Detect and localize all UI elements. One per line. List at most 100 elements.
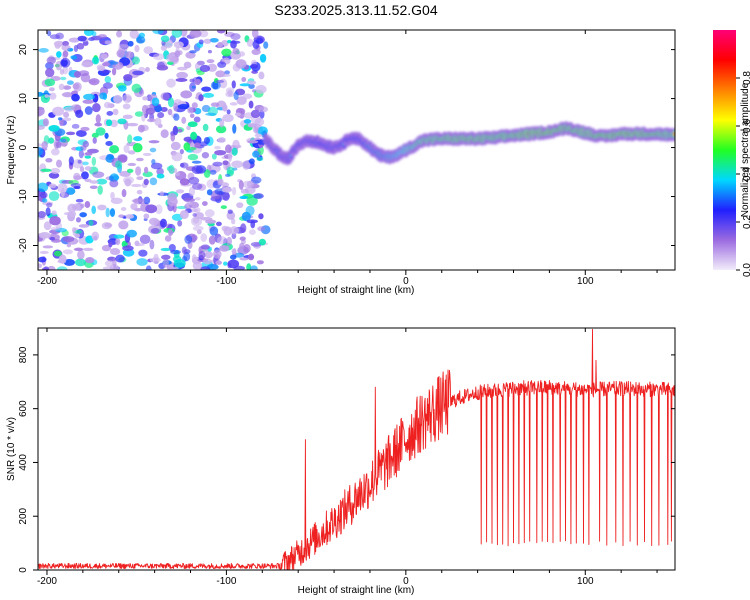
noise-blob	[127, 134, 133, 144]
noise-blob	[212, 161, 223, 167]
noise-blob	[122, 114, 133, 120]
colorbar-scale	[713, 30, 736, 270]
noise-blob	[113, 234, 125, 239]
noise-blob	[50, 167, 61, 175]
noise-blob	[164, 235, 172, 242]
noise-blob	[232, 47, 240, 55]
noise-blob	[132, 143, 143, 153]
noise-blob	[105, 140, 113, 147]
noise-blob	[224, 70, 230, 75]
noise-blob	[84, 166, 92, 171]
noise-blob	[123, 74, 133, 82]
noise-blob	[234, 252, 245, 258]
noise-blob	[88, 219, 94, 226]
noise-blob	[224, 144, 232, 154]
noise-blob	[75, 109, 84, 119]
noise-blob	[189, 113, 195, 119]
noise-blob	[173, 102, 178, 112]
noise-blob	[38, 125, 45, 130]
noise-blob	[101, 53, 108, 60]
noise-blob	[123, 176, 135, 184]
noise-blob	[167, 228, 174, 237]
noise-blob	[38, 48, 49, 53]
noise-blob	[109, 208, 116, 217]
noise-blob	[209, 169, 217, 175]
noise-blob	[62, 235, 75, 243]
noise-blob	[198, 39, 204, 45]
noise-blob	[117, 118, 127, 125]
noise-blob	[122, 103, 131, 110]
noise-blob	[192, 216, 200, 224]
colorbar-tick-label: 0.0	[742, 263, 750, 277]
noise-blob	[222, 191, 230, 202]
noise-blob	[89, 185, 98, 189]
noise-blob	[221, 187, 233, 193]
noise-blob	[217, 61, 227, 68]
noise-blob	[78, 149, 84, 159]
noise-blob	[85, 257, 95, 264]
noise-blob	[167, 108, 173, 116]
noise-blob	[116, 30, 123, 38]
noise-blob	[47, 265, 56, 270]
noise-blob	[246, 219, 258, 224]
y-tick-label: 0	[18, 144, 29, 150]
noise-blob	[198, 94, 204, 102]
noise-blob	[221, 48, 232, 57]
noise-blob	[39, 250, 49, 254]
noise-blob	[137, 124, 145, 133]
noise-blob	[256, 156, 264, 162]
noise-blob	[192, 254, 197, 262]
noise-blob	[41, 141, 48, 150]
noise-blob	[180, 162, 189, 169]
noise-blob	[116, 49, 126, 58]
x-tick-label: 0	[403, 276, 409, 287]
noise-blob	[201, 151, 210, 159]
noise-blob	[160, 92, 170, 101]
noise-blob	[92, 102, 101, 113]
noise-blob	[151, 159, 156, 165]
noise-blob	[130, 203, 138, 211]
x-tick-label: -200	[37, 576, 57, 587]
noise-blob	[121, 189, 127, 198]
noise-blob	[38, 182, 49, 193]
noise-blob	[95, 127, 106, 136]
noise-blob	[134, 243, 145, 247]
noise-blob	[131, 56, 140, 65]
noise-blob	[48, 183, 57, 189]
noise-blob	[109, 179, 119, 188]
noise-blob	[83, 93, 96, 100]
noise-blob	[38, 256, 47, 263]
noise-blob	[205, 112, 217, 116]
noise-blob	[147, 118, 156, 123]
noise-blob	[77, 35, 87, 42]
snr-frame	[37, 327, 676, 571]
snr-y-ticks: 0 200 400 600 800	[18, 346, 675, 573]
noise-blob	[102, 82, 113, 89]
noise-blob	[79, 166, 85, 173]
noise-blob	[242, 93, 253, 100]
noise-blob	[251, 48, 261, 56]
noise-blob	[189, 50, 197, 54]
noise-blob	[38, 146, 44, 156]
noise-blob	[49, 92, 57, 100]
noise-blob	[62, 85, 72, 90]
noise-blob	[246, 38, 254, 47]
noise-blob	[92, 137, 97, 144]
noise-blob	[149, 239, 155, 250]
noise-blob	[160, 35, 170, 43]
noise-blob	[63, 259, 76, 266]
noise-blob	[241, 77, 247, 82]
noise-blob	[62, 117, 72, 122]
noise-blob	[82, 247, 94, 252]
snr-y-axis-label: SNR (10 * v/v)	[6, 417, 17, 481]
noise-blob	[83, 30, 94, 37]
noise-blob	[180, 90, 193, 99]
noise-blob	[248, 158, 255, 165]
noise-blob	[202, 123, 209, 132]
noise-blob	[141, 112, 146, 122]
noise-blob	[73, 71, 82, 78]
noise-blob	[199, 64, 211, 73]
noise-blob	[127, 40, 134, 47]
noise-blob	[113, 94, 123, 104]
noise-blob	[229, 254, 237, 260]
